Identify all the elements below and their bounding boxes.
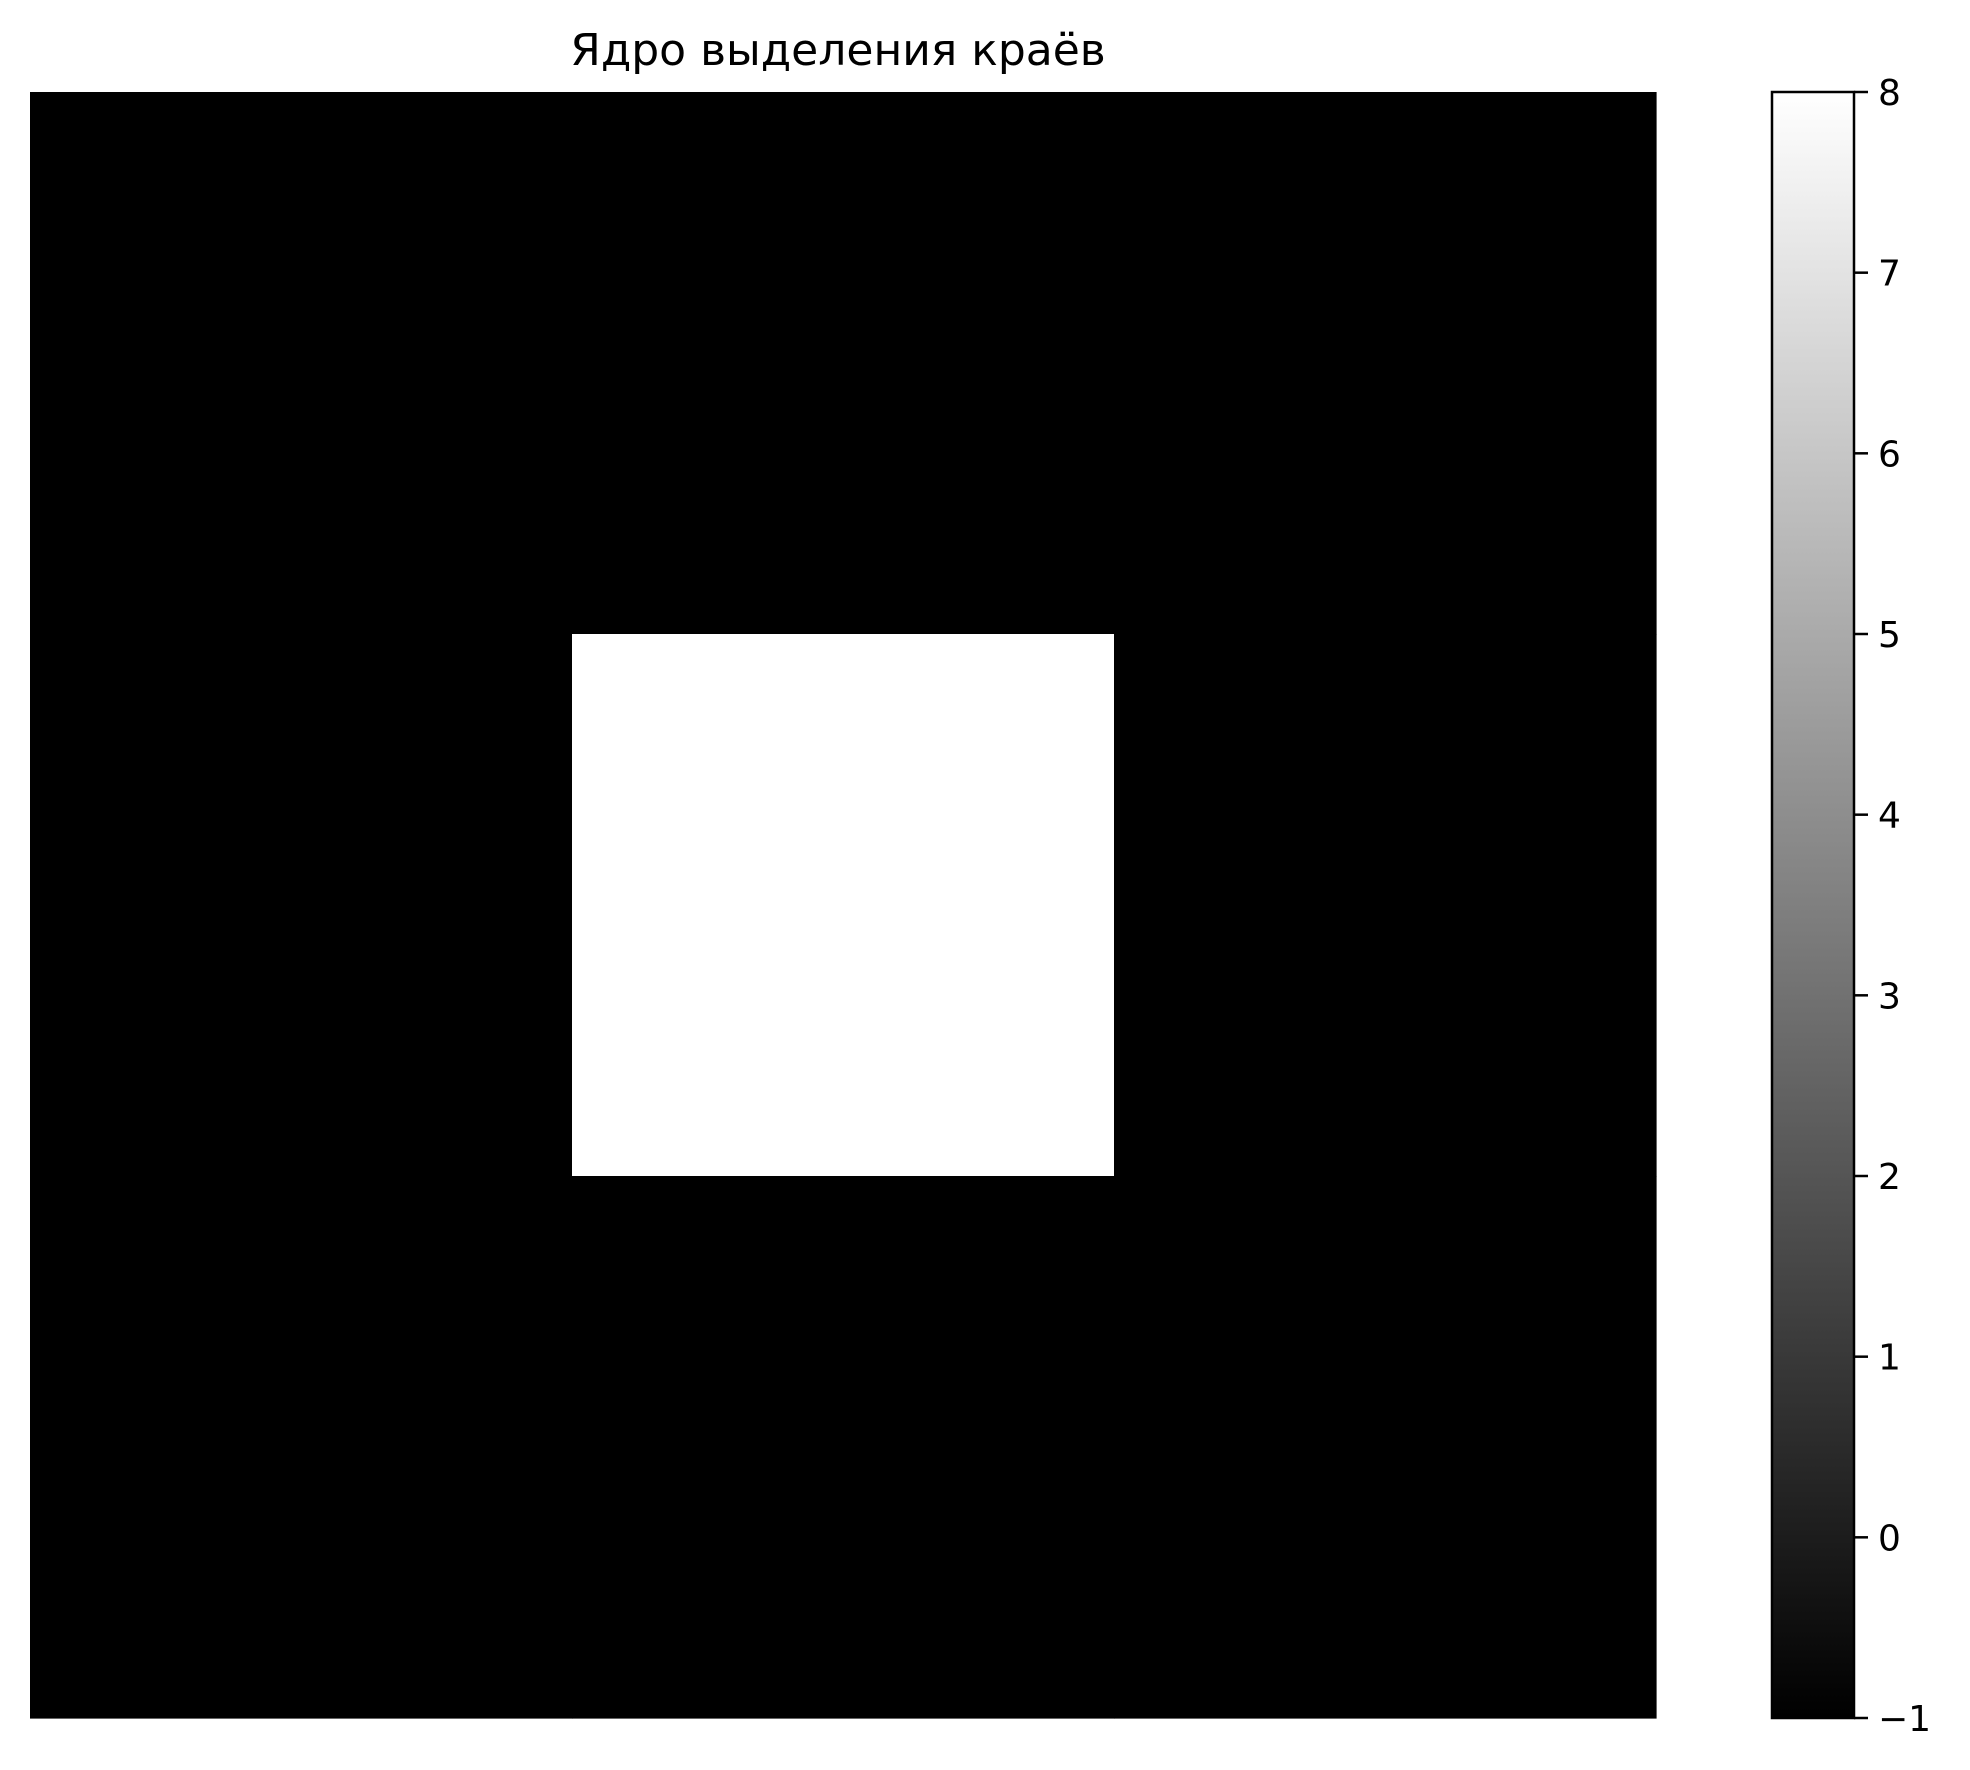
colorbar-gradient xyxy=(1770,90,1856,1720)
colorbar-tick-label: 4 xyxy=(1878,796,1901,837)
heatmap-cell-r1-c2 xyxy=(1114,634,1657,1177)
colorbar-tick-label: 0 xyxy=(1878,1518,1901,1559)
chart-title: Ядро выделения краёв xyxy=(570,25,1105,76)
colorbar-tick-label: 2 xyxy=(1878,1157,1901,1198)
heatmap-cell-r1-c1 xyxy=(572,634,1115,1177)
colorbar-ticks: −1 0 1 2 3 4 5 6 7 8 xyxy=(1854,73,1931,1740)
colorbar-tick-label: −1 xyxy=(1878,1699,1931,1740)
heatmap-cell-r0-c1 xyxy=(572,92,1115,635)
colorbar-tick-label: 7 xyxy=(1878,254,1901,295)
heatmap-cell-r2-c2 xyxy=(1114,1176,1657,1719)
colorbar-tick-label: 1 xyxy=(1878,1338,1901,1379)
heatmap-cell-r2-c0 xyxy=(30,1176,573,1719)
heatmap-cell-r2-c1 xyxy=(572,1176,1115,1719)
colorbar-tick-label: 6 xyxy=(1878,434,1901,475)
heatmap-cell-r0-c2 xyxy=(1114,92,1657,635)
heatmap-cell-r0-c0 xyxy=(30,92,573,635)
colorbar-tick-label: 8 xyxy=(1878,73,1901,114)
heatmap xyxy=(30,92,1657,1719)
colorbar-tick-label: 3 xyxy=(1878,976,1901,1017)
colorbar-tick-label: 5 xyxy=(1878,615,1901,656)
colorbar: −1 0 1 2 3 4 5 6 7 8 xyxy=(1770,73,1931,1740)
heatmap-cell-r1-c0 xyxy=(30,634,573,1177)
